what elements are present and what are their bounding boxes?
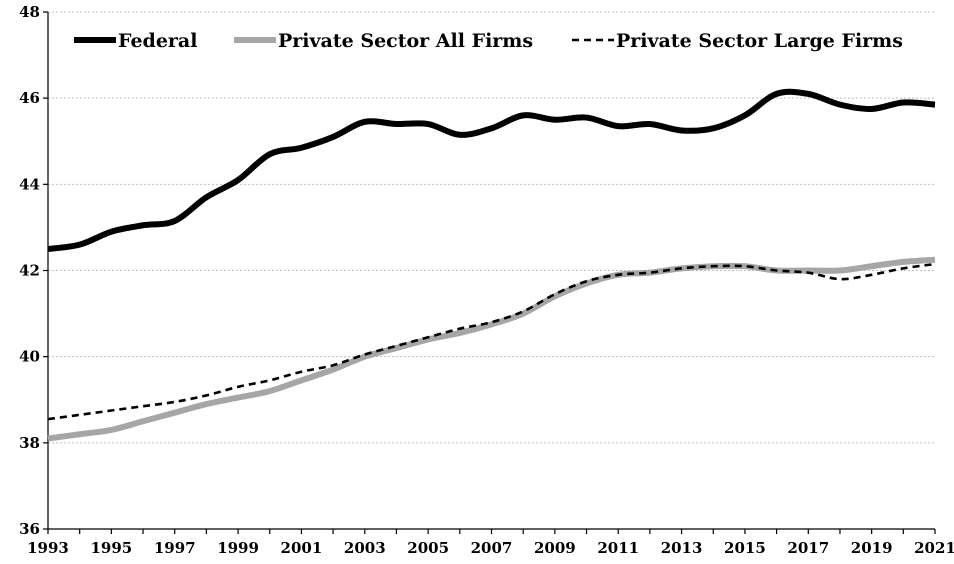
- series-line-federal: [47, 88, 936, 252]
- y-tick-label: 46: [19, 89, 40, 107]
- y-tick-label: 40: [19, 348, 40, 366]
- legend-label: Private Sector Large Firms: [616, 30, 903, 52]
- axes: [43, 11, 936, 534]
- legend-label: Federal: [118, 30, 197, 52]
- x-tick-label: 2003: [344, 539, 386, 557]
- legend-label: Private Sector All Firms: [278, 30, 533, 52]
- x-tick-label: 2009: [534, 539, 576, 557]
- x-tick-label: 2013: [661, 539, 703, 557]
- gridlines: [48, 11, 935, 444]
- x-tick-label: 2001: [281, 539, 323, 557]
- x-tick-label: 2015: [724, 539, 766, 557]
- x-tick-label: 1997: [154, 539, 196, 557]
- x-tick-label: 1995: [90, 539, 132, 557]
- x-tick-label: 2005: [407, 539, 449, 557]
- y-tick-label: 36: [19, 520, 40, 538]
- x-tick-label: 2021: [914, 539, 954, 557]
- x-tick-label: 1993: [27, 539, 69, 557]
- x-tick-label: 2011: [597, 539, 639, 557]
- y-tick-label: 44: [19, 175, 40, 193]
- x-tick-label: 2007: [471, 539, 513, 557]
- y-tick-label: 42: [19, 262, 40, 280]
- tick-labels: 36 38 40 42 44 46 48 1993 1995 1997 1999 2001 2003 20…: [19, 3, 954, 557]
- series-lines: [47, 88, 936, 442]
- series-line-private-sector-large-firms: [47, 262, 936, 421]
- legend: Federal Private Sector All Firms Private S…: [74, 30, 903, 52]
- series-line-private-sector-all-firms: [47, 256, 936, 442]
- x-tick-label: 2019: [851, 539, 893, 557]
- x-tick-label: 1999: [217, 539, 259, 557]
- y-tick-label: 48: [19, 3, 40, 21]
- y-tick-label: 38: [19, 434, 40, 452]
- x-tick-label: 2017: [787, 539, 829, 557]
